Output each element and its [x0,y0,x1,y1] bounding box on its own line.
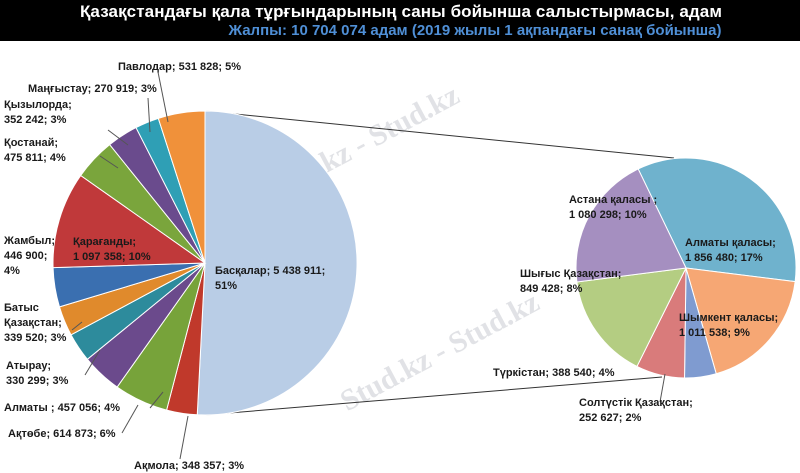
detail-slice-шығыс-қазақстан [576,267,687,368]
main-label-павлодар: Павлодар; 531 828; 5% [118,61,241,73]
detail-slice-алматы-қаласы [637,157,797,283]
main-label-ақтөбе: Ақтөбе; 614 873; 6% [8,428,116,440]
chart-subtitle: Жалпы: 10 704 074 адам (2019 жылы 1 ақпа… [228,22,722,39]
main-slice-қарағанды [52,174,207,269]
main-label-алматы: Алматы ; 457 056; 4% [4,402,120,414]
detail-leader-солтүстік-қазақстан [659,373,666,403]
main-leader-ақтөбе [121,404,139,434]
main-label-ақмола: Ақмола; 348 357; 3% [134,460,244,472]
leader-lines [71,71,666,460]
detail-label-түркістан: Түркістан; 388 540; 4% [493,367,615,379]
detail-label-шымкент-қаласы: Шымкент қаласы; 1 011 538; 9% [679,312,778,339]
detail-label-астана-қаласы: Астана қаласы ; 1 080 298; 10% [569,194,657,221]
chart-title: Қазақстандағы қала тұрғындарының саны бо… [79,2,723,21]
main-leader-алматы [149,391,164,409]
main-label-қызылорда: Қызылорда; 352 242; 3% [4,99,72,126]
main-leader-ақмола [179,415,189,460]
main-label-атырау: Атырау; 330 299; 3% [6,360,69,387]
main-pie [52,110,358,416]
main-leader-атырау [84,349,101,376]
connector-line-top [204,110,675,159]
main-leader-батыс-қазақстан [71,321,83,331]
detail-slice-шымкент-қаласы [685,267,796,375]
data-labels: Басқалар; 5 438 911; 51% Ақмола; 348 357; … [3,61,778,472]
main-label-маңғыстау: Маңғыстау; 270 919; 3% [28,83,157,95]
chart-header: Қазақстандағы қала тұрғындарының саны бо… [0,0,800,41]
connector-line-bottom [204,376,663,416]
main-label-қостанай: Қостанай; 475 811; 4% [4,137,66,164]
main-leader-маңғыстау [147,97,151,133]
detail-label-солтүстік-қазақстан: Солтүстік Қазақстан; 252 627; 2% [579,397,693,424]
main-label-жамбыл: Жамбыл; 446 900; 4% [3,235,55,277]
main-slice-басқалар [196,110,358,416]
detail-label-алматы-қаласы: Алматы қаласы; 1 856 480; 17% [685,237,776,264]
main-label-қарағанды: Қарағанды; 1 097 358; 10% [73,236,151,263]
main-slice-павлодар [157,110,206,264]
main-leader-павлодар [157,71,169,123]
main-label-басқалар: Басқалар; 5 438 911; 51% [215,265,325,292]
main-label-батыс-қазақстан: Батыс Қазақстан; 339 520; 3% [4,302,67,344]
main-leader-қостанай [99,155,119,169]
connector-lines [204,110,675,416]
detail-label-шығыс-қазақстан: Шығыс Қазақстан; 849 428; 8% [520,268,621,295]
detail-pie [575,157,797,379]
detail-slice-астана-қаласы [575,168,687,283]
main-leader-қызылорда [107,129,129,146]
